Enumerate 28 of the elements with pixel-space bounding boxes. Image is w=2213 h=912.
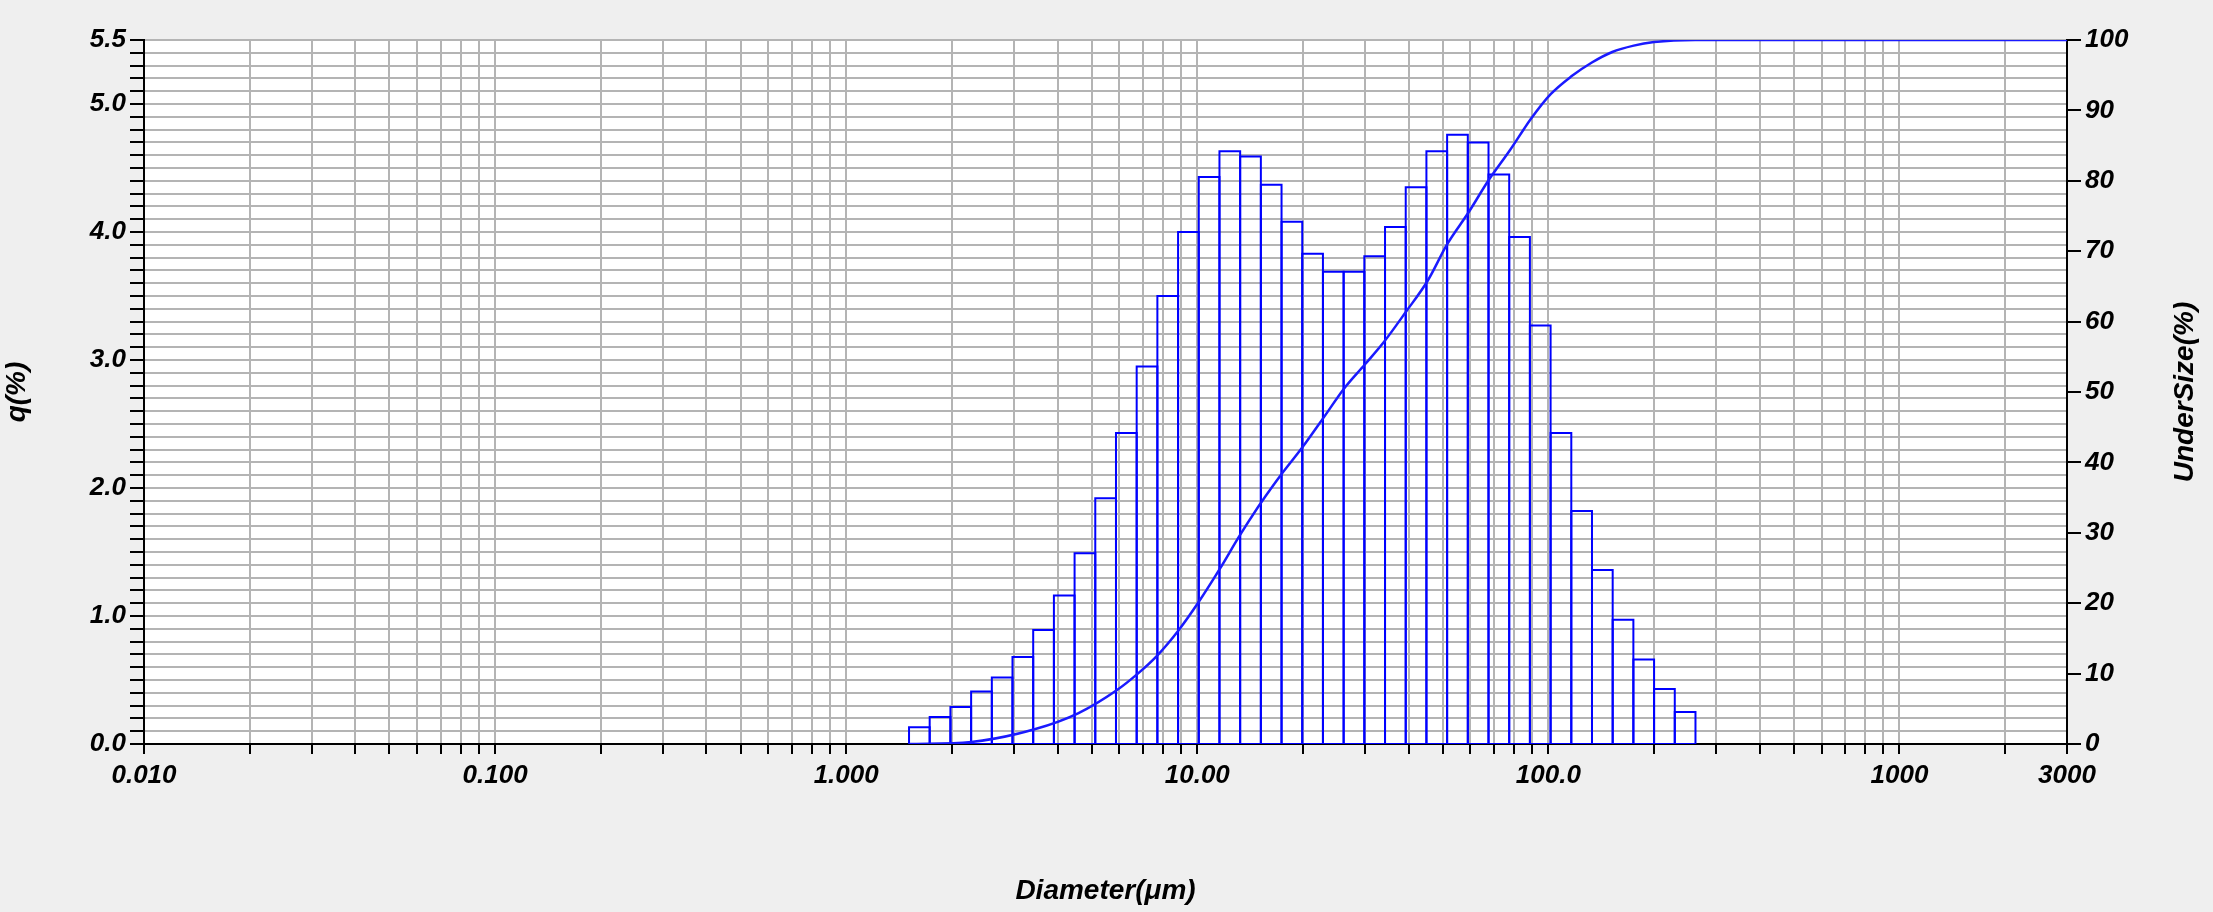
x-tick-label: 0.010 [111, 758, 178, 789]
y2-tick-label: 10 [2085, 656, 2115, 687]
y2-tick-label: 80 [2085, 163, 2115, 194]
y2-tick-label: 30 [2085, 515, 2115, 546]
x-tick-label: 1.000 [813, 758, 880, 789]
x-tick-label: 1000 [1870, 758, 1929, 789]
y-axis-title: q(%) [0, 361, 31, 423]
y-tick-label: 3.0 [89, 343, 127, 374]
y-tick-label: 0.0 [89, 727, 127, 758]
y2-tick-label: 70 [2085, 234, 2115, 265]
x-tick-label: 0.100 [462, 758, 529, 789]
y2-tick-label: 50 [2085, 375, 2115, 406]
y-tick-label: 4.0 [88, 215, 127, 246]
y2-tick-label: 40 [2084, 445, 2115, 476]
y-tick-label: 2.0 [88, 471, 127, 502]
y-tick-label: 5.5 [89, 23, 127, 54]
x-tick-label: 10.00 [1164, 758, 1231, 789]
y2-axis-title: UnderSize(%) [2167, 301, 2199, 483]
y2-tick-label: 20 [2084, 586, 2115, 617]
x-tick-label: 100.0 [1515, 758, 1582, 789]
x-tick-label: 3000 [2038, 758, 2097, 789]
y2-tick-label: 100 [2085, 23, 2129, 54]
y2-tick-label: 0 [2085, 727, 2100, 758]
y2-tick-label: 60 [2085, 304, 2115, 335]
x-axis-title: Diameter(μm) [1015, 873, 1196, 905]
y-tick-label: 5.0 [89, 87, 127, 118]
y-tick-label: 1.0 [89, 599, 127, 630]
y2-tick-label: 90 [2085, 93, 2115, 124]
